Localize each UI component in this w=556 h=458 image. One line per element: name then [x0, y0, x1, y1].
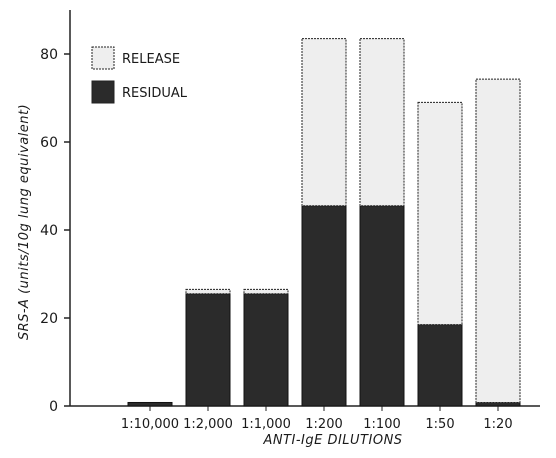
bars	[127, 38, 521, 407]
bar-residual	[359, 205, 405, 407]
bar-release	[243, 288, 289, 295]
x-tick-label: 1:10,000	[121, 417, 179, 432]
x-tick-label: 1:50	[425, 417, 454, 432]
y-tick-label: 80	[40, 47, 58, 63]
bar-release	[417, 101, 463, 326]
x-axis-title: ANTI-IgE DILUTIONS	[262, 433, 402, 448]
axes: 0 20 40 60 80 1:10,000 1:2,000 1:1,000 1:200 1:10…	[40, 10, 540, 432]
legend-label: RESIDUAL	[122, 86, 188, 101]
x-tick-label: 1:100	[363, 417, 400, 432]
bar-release	[475, 78, 521, 403]
bar-residual	[243, 293, 289, 407]
y-tick-label: 40	[40, 223, 58, 239]
x-tick-label: 1:1,000	[241, 417, 291, 432]
x-tick-label: 1:20	[483, 417, 512, 432]
y-tick-label: 0	[49, 399, 58, 415]
bar-residual	[185, 293, 231, 407]
y-tick-label: 20	[40, 311, 58, 327]
legend-label: RELEASE	[122, 52, 180, 67]
legend-swatch	[91, 46, 115, 70]
x-tick-label: 1:2,000	[183, 417, 233, 432]
bar-residual	[475, 401, 521, 407]
y-axis-title: SRS-A (units/10g lung equivalent)	[17, 104, 32, 340]
bar-release	[185, 288, 231, 295]
y-tick-label: 60	[40, 135, 58, 151]
bar-residual	[127, 401, 173, 407]
legend-swatch	[91, 80, 115, 104]
bar-residual	[417, 324, 463, 407]
x-tick-label: 1:200	[305, 417, 342, 432]
bar-release	[301, 38, 347, 207]
bar-residual	[301, 205, 347, 407]
legend: RELEASE RESIDUAL	[91, 46, 188, 104]
bar-release	[359, 38, 405, 207]
